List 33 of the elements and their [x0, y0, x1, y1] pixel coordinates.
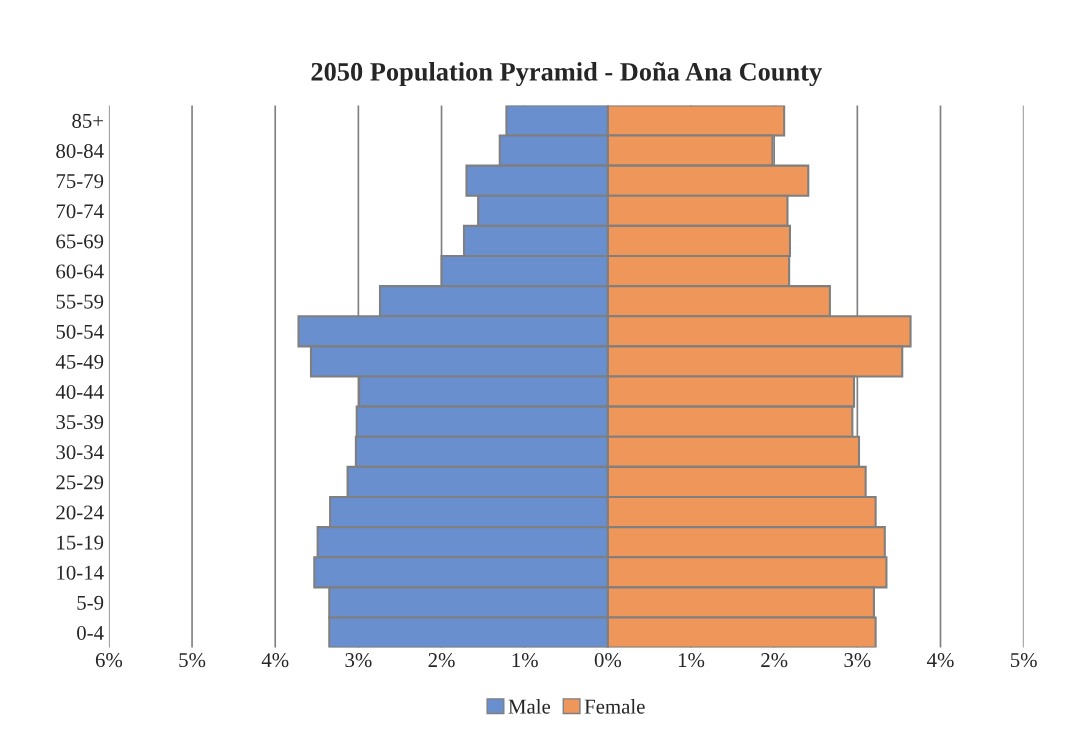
x-tick-label: 2% [428, 653, 455, 668]
y-tick-label: 30-34 [56, 445, 104, 460]
y-tick-label: 75-79 [56, 174, 104, 189]
legend-label: Female [584, 698, 645, 714]
y-tick-label: 15-19 [57, 535, 104, 550]
y-tick-label: 85+ [72, 113, 104, 128]
legend-label: Male [508, 698, 551, 714]
y-tick-label: 45-49 [55, 354, 104, 369]
y-tick-label: 20-24 [56, 505, 104, 520]
y-tick-label: 60-64 [56, 264, 104, 279]
x-tick-label: 5% [1010, 653, 1037, 668]
y-tick-label: 40-44 [55, 384, 104, 399]
y-tick-label: 25-29 [56, 475, 104, 490]
chart-title: 2050 Population Pyramid - Doña Ana County [311, 62, 822, 87]
y-tick-label: 65-69 [56, 234, 104, 249]
y-tick-label: 35-39 [56, 415, 104, 430]
x-tick-label: 2% [761, 653, 788, 668]
x-tick-label: 4% [927, 653, 954, 668]
y-tick-label: 0-4 [77, 625, 104, 640]
y-tick-label: 80-84 [56, 143, 104, 159]
x-tick-label: 4% [261, 653, 289, 668]
x-tick-label: 1% [678, 653, 705, 668]
x-tick-label: 3% [844, 653, 871, 668]
y-tick-label: 10-14 [57, 565, 104, 580]
x-tick-label: 0% [594, 653, 622, 668]
y-tick-label: 5-9 [77, 595, 104, 610]
y-tick-label: 50-54 [56, 324, 104, 339]
x-tick-label: 1% [512, 653, 538, 668]
x-tick-label: 3% [345, 653, 372, 668]
x-tick-label: 5% [179, 653, 206, 668]
y-tick-label: 70-74 [56, 204, 104, 219]
y-tick-label: 55-59 [56, 294, 104, 309]
x-tick-label: 6% [95, 653, 123, 668]
